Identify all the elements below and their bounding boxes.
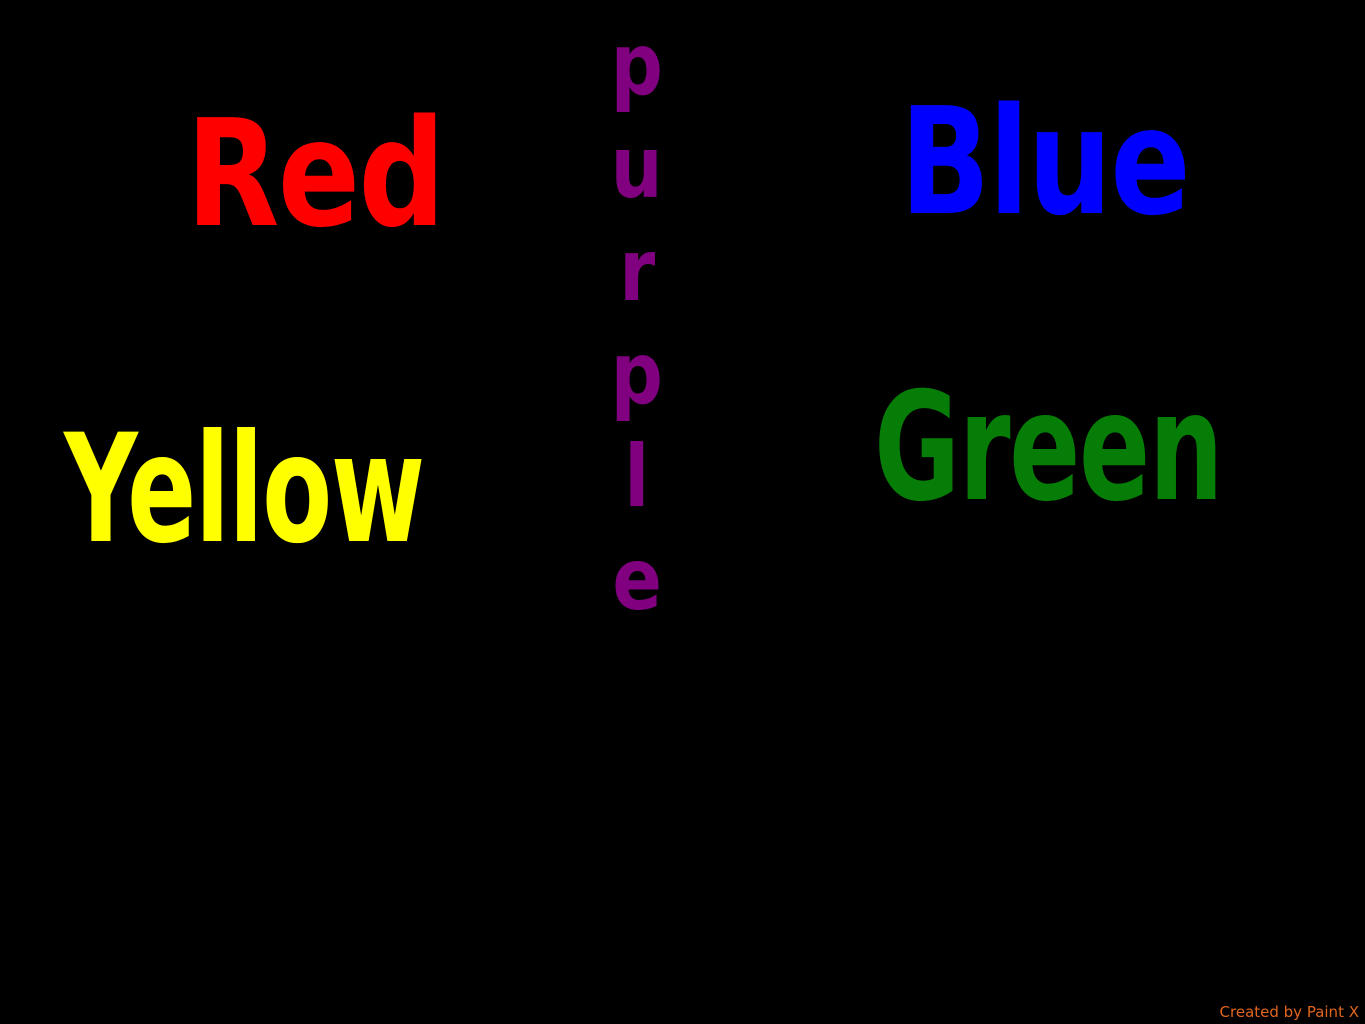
purple-letter: r — [618, 221, 656, 321]
purple-letter: l — [624, 427, 650, 527]
word-red: Red — [186, 88, 445, 260]
purple-letter: e — [612, 530, 662, 630]
word-yellow: Yellow — [64, 403, 425, 577]
word-green: Green — [874, 361, 1224, 535]
purple-letter: u — [610, 118, 664, 218]
credit-text: Created by Paint X — [1219, 1003, 1359, 1021]
word-blue: Blue — [900, 76, 1191, 248]
word-purple-vertical: p u r p l e — [602, 14, 672, 632]
purple-letter: p — [610, 324, 664, 424]
purple-letter: p — [610, 15, 664, 115]
